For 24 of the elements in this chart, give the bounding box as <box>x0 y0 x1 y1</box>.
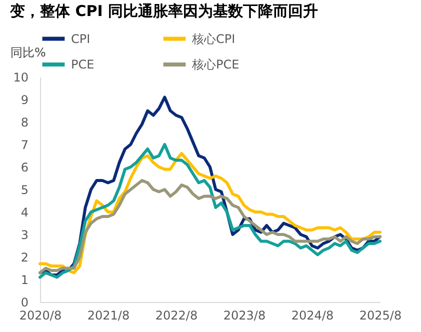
line-series <box>38 179 382 274</box>
y-axis-title: 同比% <box>10 46 46 60</box>
y-tick-label: 7 <box>20 138 28 152</box>
y-tick-label: 0 <box>20 296 28 310</box>
x-tick-label: 2025/8 <box>359 308 402 322</box>
x-tick-label: 2021/8 <box>87 308 130 322</box>
legend-label: CPI <box>71 32 90 46</box>
x-tick-label: 2020/8 <box>19 308 62 322</box>
y-tick-label: 6 <box>20 160 28 174</box>
x-tick-label: 2023/8 <box>223 308 266 322</box>
y-tick-label: 10 <box>13 70 28 84</box>
x-tick-label: 2024/8 <box>291 308 334 322</box>
y-tick-label: 1 <box>20 273 28 287</box>
y-tick-label: 4 <box>20 206 28 220</box>
y-tick-label: 2 <box>20 250 28 264</box>
y-tick-label: 9 <box>20 93 28 107</box>
y-tick-label: 3 <box>20 228 28 242</box>
legend-label: 核心CPI <box>191 32 236 46</box>
x-tick-label: 2022/8 <box>155 308 198 322</box>
chart-title: 变，整体 CPI 同比通胀率因为基数下降而回升 <box>9 2 318 20</box>
legend-label: PCE <box>71 58 94 72</box>
y-tick-label: 5 <box>20 183 28 197</box>
y-tick-label: 8 <box>20 116 28 130</box>
legend-label: 核心PCE <box>191 58 240 72</box>
